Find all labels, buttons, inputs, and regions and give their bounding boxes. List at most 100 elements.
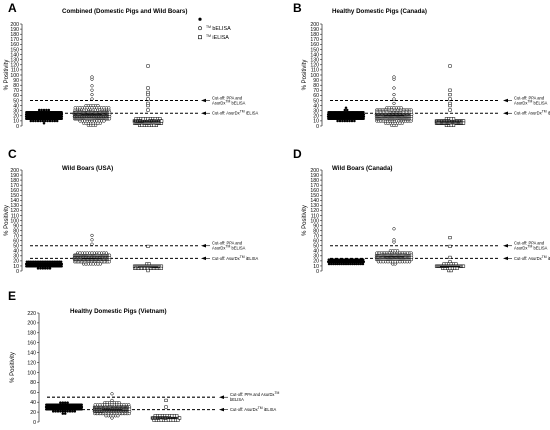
series-open-circle xyxy=(72,233,112,266)
data-point xyxy=(44,260,47,264)
legend-label: TM bELISA xyxy=(206,25,231,32)
panel-title: Wild Boars (USA) xyxy=(62,165,113,172)
data-point xyxy=(108,112,112,117)
cutoff-label: Cut-off: AsurDxTM iELISA xyxy=(514,110,550,116)
data-point xyxy=(399,106,403,110)
panel-a: A Combined (Domestic Pigs and Wild Boars)… xyxy=(4,1,259,130)
y-tick-label: 140 xyxy=(27,350,36,356)
data-point xyxy=(341,119,344,123)
data-point xyxy=(178,416,182,420)
y-tick-label: 160 xyxy=(310,42,319,48)
data-point xyxy=(392,238,396,242)
y-axis-label: % Positivity xyxy=(4,205,10,236)
data-point xyxy=(80,403,83,407)
panel-label: A xyxy=(8,1,17,15)
data-point xyxy=(73,410,77,413)
data-point xyxy=(175,414,179,418)
data-point xyxy=(43,119,47,123)
y-tick-label: 190 xyxy=(310,173,319,179)
y-tick-label: 60 xyxy=(30,390,36,396)
data-point xyxy=(362,115,366,118)
y-tick-label: 0 xyxy=(33,420,36,426)
data-point xyxy=(46,119,49,123)
y-tick-label: 50 xyxy=(13,244,19,250)
data-point xyxy=(39,119,42,123)
panel-title: Healthy Domestic Pigs (Canada) xyxy=(332,8,427,15)
data-point xyxy=(107,106,111,110)
y-tick-label: 20 xyxy=(313,259,319,265)
data-point xyxy=(362,117,365,121)
data-point xyxy=(344,106,348,110)
y-tick-label: 180 xyxy=(27,331,36,337)
y-tick-label: 40 xyxy=(13,249,19,255)
y-tick-label: 30 xyxy=(313,254,319,260)
data-point xyxy=(455,266,459,270)
data-point xyxy=(29,260,32,264)
y-tick-label: 60 xyxy=(13,93,19,99)
y-tick-label: 120 xyxy=(310,63,319,69)
data-point xyxy=(448,88,452,92)
y-tick-label: 0 xyxy=(16,269,19,275)
y-tick-label: 10 xyxy=(13,264,19,270)
series-open-square xyxy=(434,236,466,273)
data-point xyxy=(94,123,98,128)
y-tick-label: 200 xyxy=(310,22,319,28)
data-point xyxy=(462,121,466,125)
y-tick-label: 120 xyxy=(10,208,19,214)
y-tick-label: 160 xyxy=(10,42,19,48)
data-point xyxy=(51,410,55,413)
series-filled-circle xyxy=(326,258,366,266)
data-point xyxy=(346,262,350,266)
data-point xyxy=(90,93,94,97)
data-point xyxy=(340,262,344,266)
legend-marker xyxy=(198,26,202,31)
data-point xyxy=(353,119,356,123)
cutoff-label: Cut-off: PPA and AsurDxTM xyxy=(230,391,280,397)
panel-label: E xyxy=(8,289,16,303)
data-point xyxy=(35,260,39,264)
data-point xyxy=(30,260,34,264)
y-tick-label: 50 xyxy=(313,98,319,104)
data-point xyxy=(90,97,94,101)
y-tick-label: 160 xyxy=(27,341,36,347)
data-point xyxy=(51,119,54,123)
data-point xyxy=(55,119,59,123)
data-point xyxy=(448,101,452,105)
data-point xyxy=(128,407,132,411)
panel-b: B Healthy Domestic Pigs (Canada) 010203040… xyxy=(293,1,550,130)
data-point xyxy=(27,260,30,264)
data-point xyxy=(342,262,346,266)
y-tick-label: 140 xyxy=(10,198,19,204)
data-point xyxy=(146,97,150,101)
data-point xyxy=(448,93,452,97)
data-point xyxy=(60,117,63,121)
data-point xyxy=(107,253,112,257)
cutoff-label: Cut-off: PPA and xyxy=(514,95,545,100)
data-point xyxy=(61,401,65,404)
data-point xyxy=(34,119,37,123)
data-point xyxy=(59,260,63,264)
panel-title: Healthy Domestic Pigs (Vietnam) xyxy=(70,308,167,315)
y-tick-label: 150 xyxy=(10,47,19,53)
data-point xyxy=(104,251,109,255)
y-tick-label: 70 xyxy=(13,233,19,239)
data-point xyxy=(345,108,349,112)
data-point xyxy=(146,269,150,273)
cutoff-label: Cut-off: PPA and xyxy=(212,95,243,100)
data-point xyxy=(448,64,452,68)
data-point xyxy=(107,117,112,121)
data-point xyxy=(452,117,456,121)
data-point xyxy=(60,115,64,118)
y-tick-label: 200 xyxy=(310,168,319,174)
data-point xyxy=(60,264,63,268)
data-point xyxy=(71,410,74,413)
series-open-square xyxy=(132,64,164,127)
y-tick-label: 120 xyxy=(27,360,36,366)
data-point xyxy=(61,412,65,415)
data-point xyxy=(332,262,335,266)
data-point xyxy=(42,108,46,112)
y-tick-label: 190 xyxy=(310,27,319,33)
legend: TM bELISA TM iELISA xyxy=(198,17,231,41)
data-point xyxy=(63,412,67,415)
panel-e: E Healthy Domestic Pigs (Vietnam) 0 20 40 60 8… xyxy=(8,289,280,426)
